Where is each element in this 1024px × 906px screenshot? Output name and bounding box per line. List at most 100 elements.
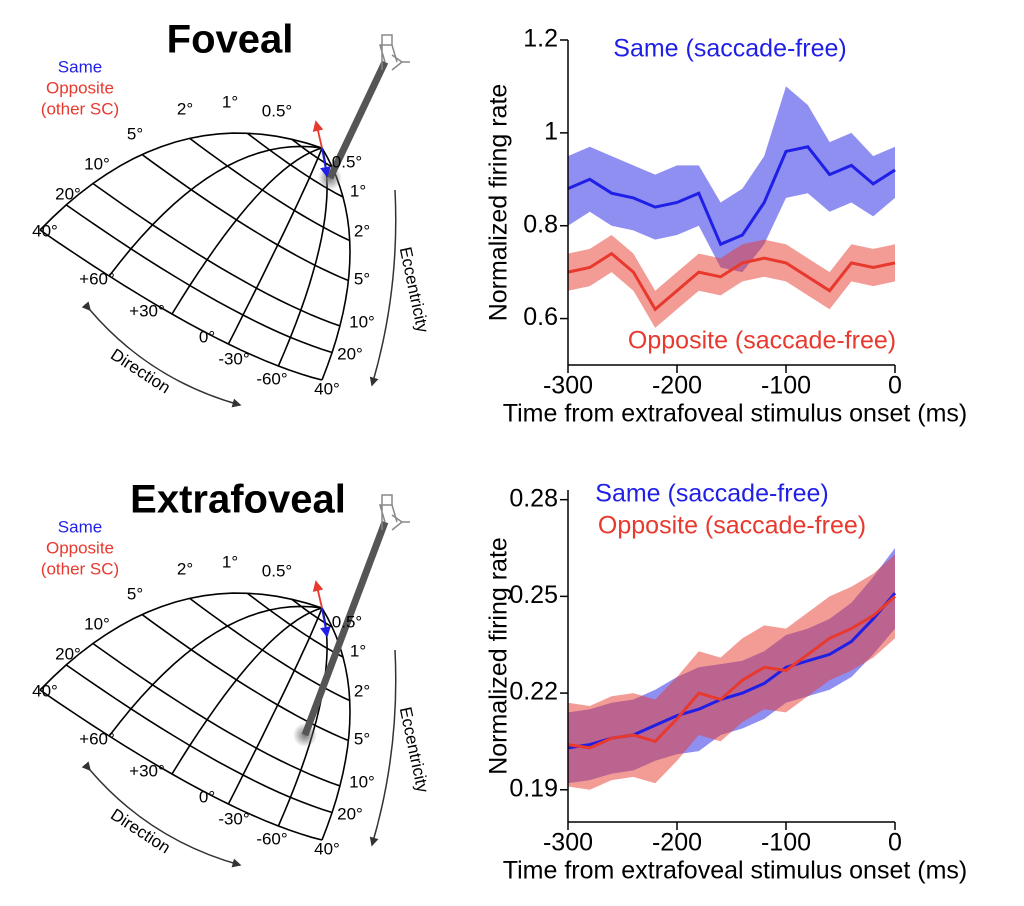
- grid-label: 40°: [314, 379, 340, 398]
- y-tick-label: 0.19: [509, 774, 558, 802]
- y-axis-title: Normalized firing rate: [485, 84, 513, 322]
- red-arrow: [312, 120, 324, 149]
- y-tick-label: 0.25: [509, 581, 558, 609]
- grid-label: 0.5°: [262, 561, 292, 580]
- x-tick-label: -300: [543, 372, 593, 400]
- error-band: [568, 554, 895, 790]
- y-tick-label: 1: [544, 117, 558, 145]
- x-tick-label: -200: [652, 372, 702, 400]
- grid-label: 40°: [32, 221, 58, 240]
- direction-line: [39, 132, 323, 231]
- grid-label: 2°: [354, 221, 370, 240]
- direction-label: Direction: [107, 805, 174, 857]
- blue-arrow: [320, 147, 331, 178]
- direction-arrow: [81, 301, 242, 408]
- grid-label: 40°: [32, 681, 58, 700]
- eccentricity-line: [246, 592, 344, 658]
- grid-label: +30°: [129, 301, 165, 320]
- grid-label: 20°: [55, 184, 81, 203]
- eccentricity-arrow: [369, 189, 397, 387]
- grid-label: 1°: [222, 92, 238, 111]
- grid-label: 1°: [222, 552, 238, 571]
- grid-label: 5°: [127, 124, 143, 143]
- x-tick-label: 0: [888, 372, 902, 400]
- eccentricity-line: [291, 138, 333, 168]
- eccentricity-line: [189, 137, 351, 242]
- eccentricity-line: [141, 613, 349, 742]
- grid-label: 10°: [84, 154, 110, 173]
- y-tick-label: 0.22: [509, 678, 558, 706]
- probe: [326, 60, 389, 180]
- grid-label: 0°: [199, 327, 215, 346]
- eccentricity-line: [141, 153, 349, 282]
- diagram-title: Foveal: [167, 18, 294, 62]
- y-tick-label: 0.8: [523, 210, 558, 238]
- grid-label: 20°: [55, 644, 81, 663]
- legend-label: Opposite: [46, 538, 114, 557]
- x-tick-label: -100: [761, 372, 811, 400]
- direction-line: [171, 147, 323, 315]
- eccentricity-label: Eccentricity: [396, 245, 433, 334]
- y-tick-label: 0.28: [509, 484, 558, 512]
- red-arrow: [312, 580, 324, 609]
- legend-label: Opposite (saccade-free): [628, 327, 896, 355]
- x-tick-label: -100: [761, 829, 811, 857]
- eccentricity-label: Eccentricity: [396, 705, 433, 794]
- blue-arrow: [320, 607, 331, 638]
- series-line: [567, 251, 896, 312]
- grid-label: +30°: [129, 761, 165, 780]
- direction-line: [39, 592, 323, 691]
- grid-label: 1°: [350, 181, 366, 200]
- grid-label: -60°: [256, 369, 287, 388]
- eccentricity-line: [39, 229, 323, 381]
- grid-label: 0.5°: [262, 101, 292, 120]
- y-tick-label: 1.2: [523, 25, 558, 53]
- grid-label: 10°: [349, 772, 375, 791]
- grid-label: 40°: [314, 839, 340, 858]
- x-tick-label: -200: [652, 829, 702, 857]
- diagram: Extrafoveal Same Opposite (other SC) 2° 1° 0.5…: [32, 478, 433, 868]
- legend-label: Opposite: [46, 78, 114, 97]
- diagram: Foveal Same Opposite (other SC) 2° 1° 0.5° 5° 10…: [32, 18, 433, 408]
- probe: [301, 520, 389, 737]
- direction-line: [227, 607, 323, 805]
- grid-label: +60°: [79, 729, 115, 748]
- grid-label: 0°: [199, 787, 215, 806]
- series-line: [567, 595, 896, 750]
- error-band: [568, 235, 895, 328]
- x-tick-label: 0: [888, 829, 902, 857]
- direction-line: [108, 605, 323, 737]
- eccentricity-arrow: [369, 649, 397, 847]
- grid-label: 5°: [354, 729, 370, 748]
- grid-label: -30°: [218, 809, 249, 828]
- grid-label: 1°: [350, 641, 366, 660]
- eccentricity-line: [65, 664, 333, 814]
- y-axis-title: Normalized firing rate: [485, 537, 513, 775]
- y-tick-label: 0.6: [523, 303, 558, 331]
- grid-label: 20°: [337, 804, 363, 823]
- x-axis-title: Time from extrafoveal stimulus onset (ms…: [503, 857, 967, 885]
- grid-label: 20°: [337, 344, 363, 363]
- legend-label: Opposite (saccade-free): [598, 512, 866, 540]
- legend-label: Same: [58, 57, 102, 76]
- direction-line: [227, 147, 323, 345]
- x-axis-title: Time from extrafoveal stimulus onset (ms…: [503, 400, 967, 428]
- eccentricity-line: [92, 182, 341, 327]
- legend-label: (other SC): [41, 559, 119, 578]
- direction-line: [277, 607, 328, 827]
- grid-label: 10°: [349, 312, 375, 331]
- eccentricity-line: [39, 689, 323, 841]
- grid-label: -30°: [218, 349, 249, 368]
- x-tick-label: -300: [543, 829, 593, 857]
- legend-label: Same: [58, 517, 102, 536]
- grid-label: 2°: [177, 559, 193, 578]
- direction-arrow: [81, 761, 242, 868]
- eccentricity-line: [291, 598, 333, 628]
- direction-line: [108, 145, 323, 277]
- eccentricity-line: [92, 642, 341, 787]
- grid-label: 5°: [127, 584, 143, 603]
- grid-label: 0.5°: [332, 612, 362, 631]
- legend-label: Same (saccade-free): [595, 480, 828, 508]
